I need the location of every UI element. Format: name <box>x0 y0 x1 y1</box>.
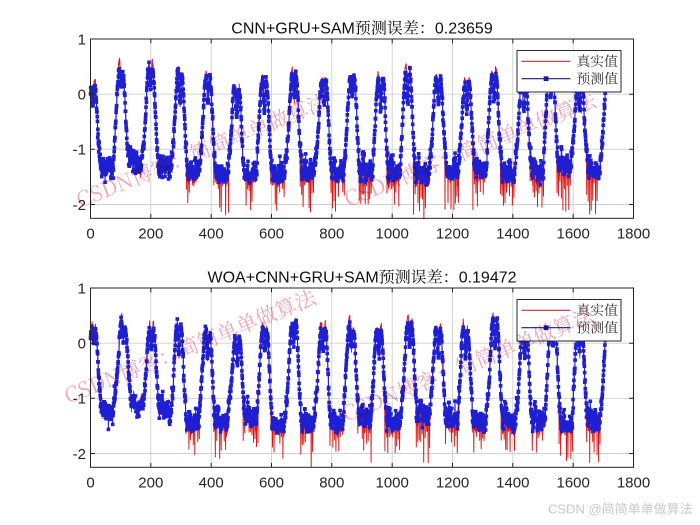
svg-text:0: 0 <box>86 226 94 243</box>
svg-text:1200: 1200 <box>436 475 469 492</box>
svg-text:600: 600 <box>259 226 284 243</box>
svg-text:1: 1 <box>78 31 86 48</box>
svg-text:200: 200 <box>138 475 163 492</box>
svg-text:-2: -2 <box>73 197 86 214</box>
svg-text:1200: 1200 <box>436 226 469 243</box>
svg-text:0: 0 <box>78 87 86 104</box>
svg-text:1000: 1000 <box>376 475 409 492</box>
svg-text:1600: 1600 <box>557 475 590 492</box>
svg-text:CNN+GRU+SAM: CNN+GRU+SAM <box>231 21 355 38</box>
svg-text:800: 800 <box>319 226 344 243</box>
svg-text:CSDN @: CSDN @ <box>548 502 602 517</box>
svg-text:1400: 1400 <box>496 475 529 492</box>
svg-text:1: 1 <box>78 280 86 297</box>
svg-text:0.19472: 0.19472 <box>459 270 517 287</box>
svg-text:200: 200 <box>138 226 163 243</box>
svg-text:600: 600 <box>259 475 284 492</box>
svg-text:1800: 1800 <box>617 475 650 492</box>
svg-text:400: 400 <box>199 226 224 243</box>
svg-text:-1: -1 <box>73 142 86 159</box>
svg-text:1400: 1400 <box>496 226 529 243</box>
svg-text:WOA+CNN+GRU+SAM: WOA+CNN+GRU+SAM <box>208 270 379 287</box>
svg-text:0.23659: 0.23659 <box>435 21 493 38</box>
svg-text:-2: -2 <box>73 446 86 463</box>
svg-text:0: 0 <box>78 336 86 353</box>
svg-text:1600: 1600 <box>557 226 590 243</box>
svg-text:1000: 1000 <box>376 226 409 243</box>
svg-text:0: 0 <box>86 475 94 492</box>
svg-text:400: 400 <box>199 475 224 492</box>
svg-text:800: 800 <box>319 475 344 492</box>
svg-text:1800: 1800 <box>617 226 650 243</box>
